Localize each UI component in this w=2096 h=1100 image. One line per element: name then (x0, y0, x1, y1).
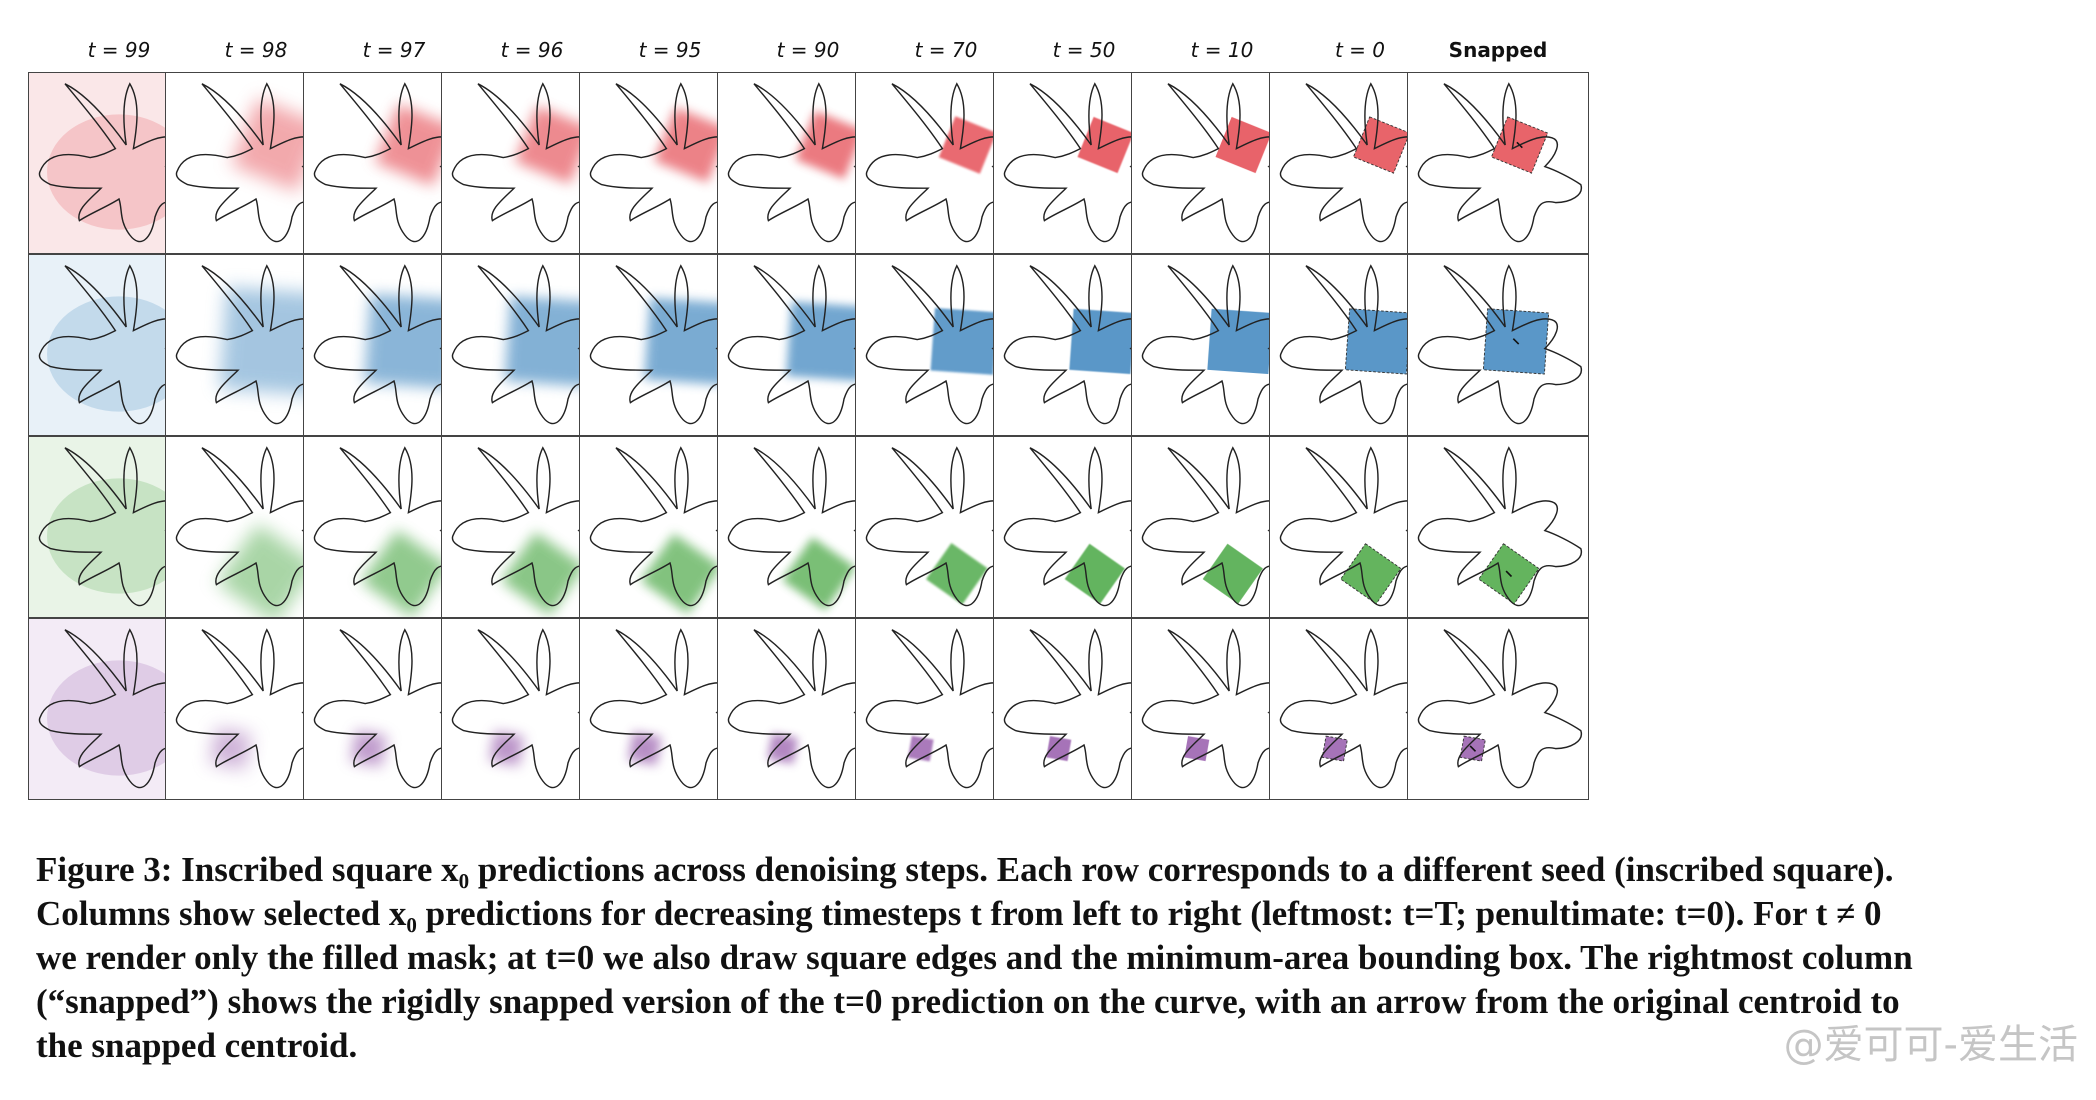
predicted-square-mask (364, 293, 460, 389)
caption-line: Columns show selected x₀ predictions for… (36, 894, 1882, 933)
caption-line: Figure 3: Inscribed square x₀ prediction… (36, 850, 1894, 889)
predicted-square-mask (782, 537, 856, 611)
caption-line: (“snapped”) shows the rigidly snapped ve… (36, 982, 1900, 1021)
predicted-square-mask (360, 529, 449, 617)
figure-grid: t = 99 t = 98 t = 97 t = 96 t = 95 t = 9… (28, 38, 1589, 800)
predicted-square-mask (907, 735, 934, 762)
predicted-square-mask (640, 533, 721, 614)
predicted-square-mask (210, 727, 252, 770)
predicted-square-mask (628, 731, 662, 766)
predicted-square-mask (1340, 543, 1401, 604)
centroid-arrow (1469, 745, 1477, 752)
panel-plot (1417, 628, 1583, 789)
centroid-arrow (1512, 338, 1520, 345)
col-header-t98: t = 98 (224, 38, 288, 62)
predicted-square-mask (504, 296, 596, 387)
jordan-curve (1417, 82, 1583, 243)
predicted-square-mask (1207, 308, 1273, 375)
noise-blob (47, 660, 191, 776)
panel-plot (1417, 446, 1583, 607)
predicted-square-mask (1345, 308, 1411, 375)
predicted-square-mask (489, 731, 525, 766)
col-header-t96: t = 96 (500, 38, 564, 62)
centroid-arrow (1505, 570, 1513, 578)
caption-line: we render only the filled mask; at t=0 w… (36, 938, 1913, 977)
col-header-t95: t = 95 (638, 38, 702, 62)
col-header-t70: t = 70 (914, 38, 978, 62)
prediction-panel (1407, 436, 1589, 618)
col-header-t99: t = 99 (87, 38, 151, 62)
noise-blob (47, 478, 191, 594)
predicted-square-mask (1184, 736, 1210, 762)
noise-blob (47, 114, 191, 230)
col-header-t97: t = 97 (362, 38, 426, 62)
predicted-square-mask (1046, 736, 1072, 762)
predicted-square-mask (767, 733, 799, 764)
jordan-curve (1417, 628, 1583, 789)
predicted-square-mask (219, 287, 329, 396)
predicted-square-mask (930, 307, 998, 375)
predicted-square-mask (925, 542, 988, 605)
prediction-panel (1407, 72, 1589, 254)
caption-line: the snapped centroid. (36, 1026, 358, 1065)
jordan-curve (1417, 446, 1583, 607)
predicted-square-mask (1069, 308, 1135, 375)
watermark: @爱可可-爱生活 (1783, 1022, 2078, 1068)
col-header-t90: t = 90 (776, 38, 840, 62)
predicted-square-mask (1322, 736, 1348, 762)
predicted-square-mask (786, 301, 866, 382)
panel-plot (1417, 264, 1583, 425)
predicted-square-mask (1202, 543, 1263, 604)
panel-plot (1417, 82, 1583, 243)
col-header-t50: t = 50 (1052, 38, 1116, 62)
prediction-panel (1407, 254, 1589, 436)
predicted-square-mask (1064, 543, 1125, 604)
figure-caption: Figure 3: Inscribed square x₀ prediction… (36, 848, 2066, 1068)
col-header-t0: t = 0 (1334, 38, 1386, 62)
jordan-curve (1417, 264, 1583, 425)
predicted-square-mask (350, 730, 388, 767)
col-header-t10: t = 10 (1190, 38, 1254, 62)
prediction-panel (1407, 618, 1589, 800)
col-header-snapped: Snapped (1448, 38, 1548, 62)
predicted-square-mask (216, 523, 317, 617)
noise-blob (47, 296, 191, 412)
